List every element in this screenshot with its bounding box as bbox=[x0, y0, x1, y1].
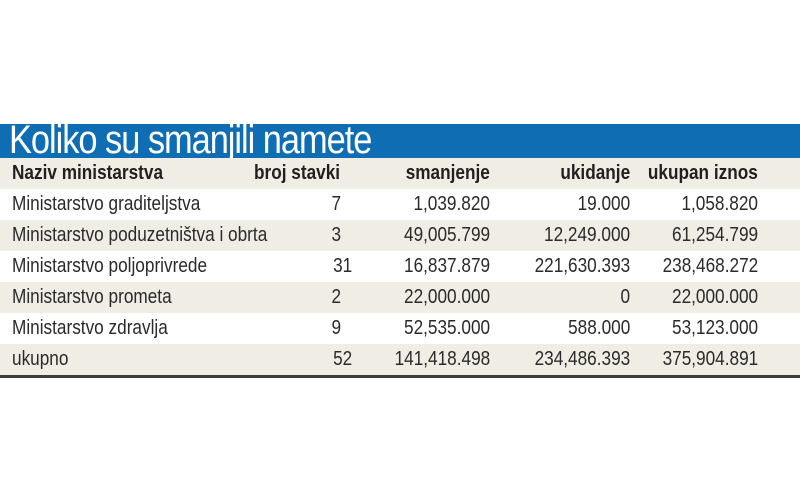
title-bar: Koliko su smanjili namete bbox=[0, 124, 800, 158]
header-ministry-name: Naziv ministarstva bbox=[12, 162, 164, 184]
ministry-name: Ministarstvo poljoprivrede bbox=[12, 255, 208, 277]
abolition-value: 19.000 bbox=[577, 193, 630, 215]
table-total-row: ukupno 52 141,418.498 234,486.393 375,90… bbox=[0, 344, 800, 377]
ministry-name: Ministarstvo graditeljstva bbox=[12, 193, 201, 215]
total-value: 238,468.272 bbox=[662, 255, 758, 277]
infobox-title: Koliko su smanjili namete bbox=[9, 124, 372, 158]
abolition-value: 12,249.000 bbox=[543, 224, 630, 246]
table-row: Ministarstvo prometa 2 22,000.000 0 22,0… bbox=[0, 282, 800, 313]
item-count: 9 bbox=[331, 317, 342, 339]
item-count: 2 bbox=[331, 286, 342, 308]
total-value: 61,254.799 bbox=[671, 224, 758, 246]
item-count: 3 bbox=[331, 224, 342, 246]
table-row: Ministarstvo poduzetništva i obrta 3 49,… bbox=[0, 220, 800, 251]
header-total-amount: ukupan iznos bbox=[648, 162, 758, 184]
total-value: 375,904.891 bbox=[662, 348, 758, 370]
reduction-value: 141,418.498 bbox=[394, 348, 490, 370]
header-item-count: broj stavki bbox=[253, 162, 340, 184]
table-row: Ministarstvo zdravlja 9 52,535.000 588.0… bbox=[0, 313, 800, 344]
header-reduction: smanjenje bbox=[405, 162, 490, 184]
total-label: ukupno bbox=[12, 348, 69, 370]
table-header-row: Naziv ministarstva broj stavki smanjenje… bbox=[0, 158, 800, 189]
ministries-fees-table: Naziv ministarstva broj stavki smanjenje… bbox=[0, 158, 800, 378]
reduction-value: 22,000.000 bbox=[403, 286, 490, 308]
table-row: Ministarstvo poljoprivrede 31 16,837.879… bbox=[0, 251, 800, 282]
item-count: 7 bbox=[331, 193, 342, 215]
ministry-name: Ministarstvo zdravlja bbox=[12, 317, 168, 339]
reduction-value: 52,535.000 bbox=[403, 317, 490, 339]
abolition-value: 0 bbox=[620, 286, 630, 308]
reduction-value: 1,039.820 bbox=[413, 193, 490, 215]
total-value: 1,058.820 bbox=[681, 193, 758, 215]
header-abolition: ukidanje bbox=[560, 162, 630, 184]
infobox: Koliko su smanjili namete Naziv ministar… bbox=[0, 124, 800, 378]
reduction-value: 16,837.879 bbox=[403, 255, 490, 277]
table-row: Ministarstvo graditeljstva 7 1,039.820 1… bbox=[0, 189, 800, 220]
total-value: 53,123.000 bbox=[671, 317, 758, 339]
abolition-value: 588.000 bbox=[567, 317, 630, 339]
ministry-name: Ministarstvo prometa bbox=[12, 286, 172, 308]
reduction-value: 49,005.799 bbox=[403, 224, 490, 246]
total-value: 22,000.000 bbox=[671, 286, 758, 308]
ministry-name: Ministarstvo poduzetništva i obrta bbox=[12, 224, 268, 246]
abolition-value: 221,630.393 bbox=[534, 255, 630, 277]
item-count: 31 bbox=[333, 255, 353, 277]
abolition-value: 234,486.393 bbox=[534, 348, 630, 370]
item-count: 52 bbox=[333, 348, 353, 370]
